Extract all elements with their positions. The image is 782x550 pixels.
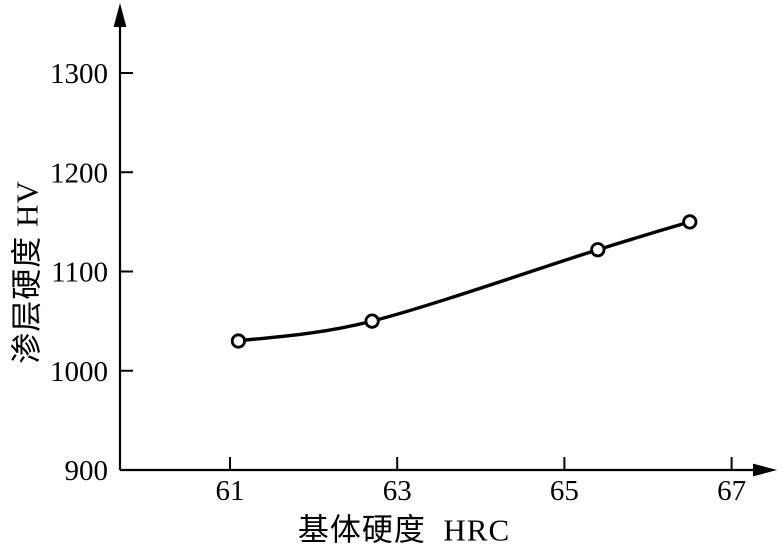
x-axis-tick-label: 63 [383,475,412,507]
data-point-marker [364,313,380,329]
x-axis-title: 基体硬度 HRC [297,512,511,548]
y-axis-tick-label: 1000 [50,356,108,388]
x-axis-tick-label: 67 [717,475,746,507]
x-axis-arrow-icon [753,463,777,477]
data-line [236,220,692,343]
y-axis-arrow-icon [113,3,127,27]
data-point-marker [230,333,246,349]
y-axis-tick-label: 1200 [50,157,108,189]
y-axis-tick-label: 900 [65,455,109,487]
y-axis-tick-label: 1300 [50,58,108,90]
x-axis-tick-label: 61 [216,475,245,507]
data-point-marker [590,242,606,258]
data-point-marker [682,214,698,230]
y-axis-title: 渗层硬度 HV [9,180,45,364]
y-axis-tick-label: 1100 [51,257,108,289]
x-axis-tick-label: 65 [550,475,579,507]
